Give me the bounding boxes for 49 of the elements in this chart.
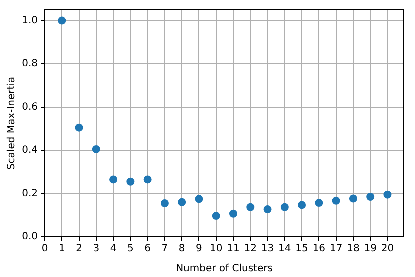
y-tick-label: 0.8	[22, 58, 38, 70]
point	[315, 199, 324, 208]
point	[332, 196, 340, 205]
y-tick-label: 0.4	[22, 145, 38, 156]
x-tick-label: 9	[196, 244, 202, 255]
x-tick-label: 0	[42, 244, 48, 255]
x-axis-title: Number of Clusters	[176, 264, 273, 275]
x-tick-label: 4	[110, 244, 117, 255]
point	[126, 178, 135, 186]
point	[229, 210, 238, 218]
x-tick-label: 3	[93, 244, 100, 255]
point	[384, 190, 392, 199]
x-tick-label: 11	[227, 244, 240, 255]
x-tick-label: 5	[127, 244, 134, 255]
point	[75, 124, 84, 132]
x-tick-label: 6	[144, 244, 152, 255]
x-tick-label: 15	[296, 244, 308, 255]
point	[264, 206, 272, 214]
point	[349, 194, 358, 203]
point	[178, 198, 186, 206]
point	[298, 201, 306, 210]
point	[160, 199, 169, 208]
x-tick-label: 19	[364, 244, 377, 255]
y-tick-label: 0.6	[22, 102, 38, 113]
point	[110, 176, 118, 184]
y-tick-label: 1.0	[22, 15, 38, 26]
y-axis-title: Scaled Max-Inertia	[6, 76, 18, 170]
y-tick-label: 0.0	[22, 232, 38, 243]
x-tick-label: 13	[261, 244, 274, 255]
point	[58, 16, 66, 25]
point	[246, 203, 255, 212]
x-tick-label: 10	[210, 244, 223, 255]
x-tick-label: 7	[162, 244, 168, 255]
x-tick-label: 12	[244, 244, 257, 255]
x-tick-label: 17	[330, 244, 343, 255]
point	[280, 203, 289, 212]
point	[212, 212, 220, 220]
point	[144, 176, 152, 184]
x-tick-label: 18	[347, 244, 360, 255]
x-tick-label: 20	[381, 244, 394, 255]
x-tick-label: 16	[312, 244, 326, 255]
x-tick-label: 1	[58, 244, 66, 255]
x-tick-label: 14	[278, 244, 292, 255]
point	[92, 145, 100, 154]
y-tick-label: 0.2	[22, 188, 38, 200]
x-tick-label: 8	[178, 244, 186, 255]
point	[366, 193, 375, 202]
x-tick-label: 2	[76, 244, 82, 255]
point	[195, 195, 204, 204]
